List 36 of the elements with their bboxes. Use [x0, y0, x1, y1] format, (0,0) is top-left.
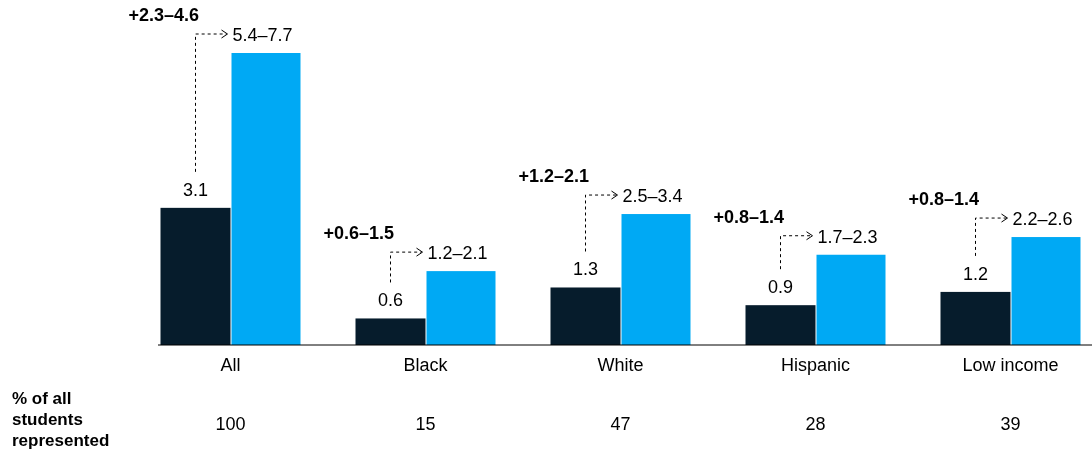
bar: [160, 207, 231, 345]
text: 100: [215, 414, 246, 434]
data-label: 0.6: [377, 290, 404, 311]
text: +2.3–4.6: [128, 5, 200, 25]
data-label: 1.2–2.1: [427, 243, 488, 264]
data-label: 2.2–2.6: [1012, 209, 1073, 230]
annotation: +1.2–2.1: [518, 166, 590, 187]
data-label: 0.9: [767, 277, 794, 298]
annotation: +0.8–1.4: [908, 189, 980, 210]
bar: [745, 305, 816, 345]
x-tick-label: Black: [403, 355, 449, 375]
x-tick-label: All: [220, 355, 241, 375]
bar: [355, 318, 426, 345]
text: % of all students represented: [12, 389, 110, 450]
bar: [426, 271, 496, 345]
bar: [940, 291, 1011, 345]
annotation: +0.6–1.5: [323, 223, 395, 244]
data-label: 1.3: [572, 259, 599, 280]
bar: [816, 254, 886, 345]
data-label: 1.7–2.3: [817, 226, 878, 247]
x-tick-label: White: [597, 355, 644, 375]
x-tick-label: Low income: [962, 355, 1059, 375]
text: 39: [1000, 414, 1021, 434]
bar: [231, 53, 301, 345]
text: 28: [805, 414, 826, 434]
data-label: 5.4–7.7: [232, 25, 293, 45]
text: 15: [415, 414, 436, 434]
data-label: 2.5–3.4: [622, 186, 683, 207]
text: 47: [610, 414, 631, 434]
bar: [550, 287, 621, 345]
data-label: 3.1: [182, 179, 209, 200]
annotation: +0.8–1.4: [713, 206, 785, 227]
x-tick-label: Hispanic: [780, 355, 851, 375]
bar: [621, 214, 691, 345]
data-label: 1.2: [962, 263, 989, 284]
bar: [1011, 237, 1081, 345]
